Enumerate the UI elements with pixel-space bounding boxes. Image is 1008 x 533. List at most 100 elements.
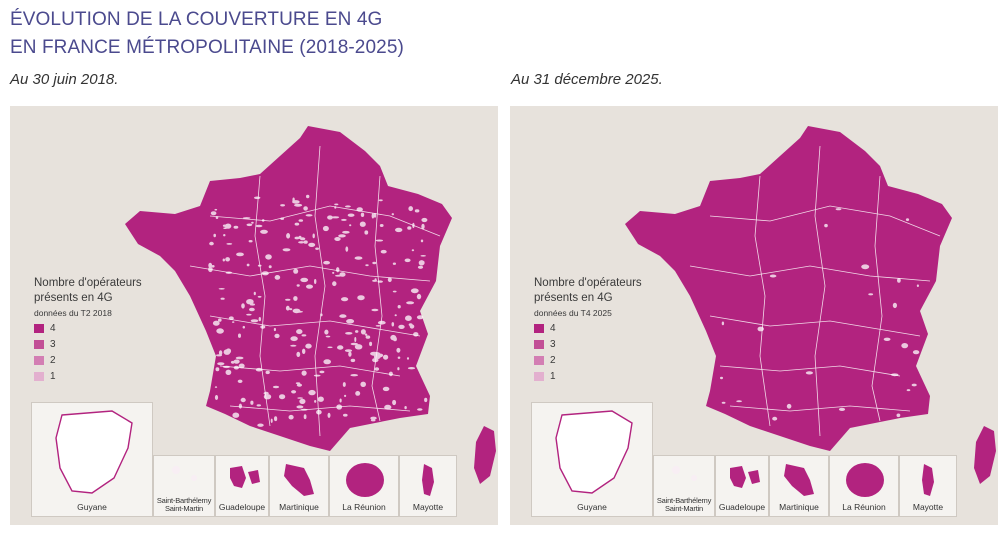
coverage-gap <box>218 288 225 290</box>
coverage-gap <box>296 405 304 409</box>
coverage-gap <box>297 397 303 399</box>
coverage-gap <box>348 351 352 357</box>
coverage-gap <box>404 258 411 263</box>
inset-label-guadeloupe: Guadeloupe <box>718 502 766 512</box>
coverage-gap <box>411 249 415 252</box>
coverage-gap <box>360 381 367 387</box>
coverage-gap <box>296 351 301 357</box>
inset-saint-barthelemy-saint-martin: Saint-Barthélemy Saint-Martin <box>153 455 215 517</box>
coverage-gap <box>417 265 424 269</box>
coverage-gap <box>901 343 909 349</box>
coverage-gap <box>233 225 239 229</box>
france-map-2025 <box>625 126 996 484</box>
coverage-gap <box>254 196 261 200</box>
coverage-gap <box>301 370 307 376</box>
coverage-gap <box>356 207 363 212</box>
coverage-gap <box>241 303 245 309</box>
coverage-gap <box>410 288 419 294</box>
legend-label: 3 <box>550 338 556 350</box>
coverage-gap <box>371 213 375 219</box>
coverage-gap <box>286 233 291 239</box>
coverage-gap <box>232 412 240 418</box>
coverage-gap <box>317 396 324 402</box>
coverage-gap <box>369 341 373 347</box>
coverage-gap <box>372 261 377 265</box>
coverage-gap <box>246 299 254 305</box>
coverage-gap <box>212 320 220 326</box>
coverage-gap <box>861 264 870 270</box>
coverage-gap <box>372 279 378 282</box>
coverage-gap <box>232 321 235 323</box>
island-shape <box>346 463 384 497</box>
coverage-gap <box>339 398 342 403</box>
coverage-gap <box>306 284 313 289</box>
coverage-gap <box>421 223 425 230</box>
corsica-shape <box>974 426 996 484</box>
coverage-gap <box>912 350 920 355</box>
coverage-gap <box>251 221 254 224</box>
coverage-gap <box>404 406 407 410</box>
coverage-gap <box>416 315 424 320</box>
map-subtitle-2018: Au 30 juin 2018. <box>10 71 119 88</box>
coverage-gap <box>896 413 901 418</box>
coverage-gap <box>720 376 723 380</box>
legend-title-line-1: Nombre d'opérateurs <box>34 277 142 289</box>
coverage-gap <box>268 265 272 269</box>
coverage-gap <box>209 241 214 246</box>
coverage-gap <box>395 227 403 233</box>
coverage-gap <box>218 318 222 322</box>
coverage-gap <box>246 263 250 267</box>
coverage-gap <box>336 404 343 410</box>
coverage-gap <box>375 239 384 242</box>
coverage-gap <box>383 354 389 360</box>
coverage-gap <box>246 223 253 227</box>
coverage-gap <box>258 317 261 322</box>
coverage-gap <box>413 332 419 337</box>
coverage-gap <box>355 391 361 396</box>
legend-item-2: 2 <box>34 354 142 366</box>
coverage-gap <box>327 412 331 418</box>
island-shape <box>672 466 697 481</box>
coverage-gap <box>256 404 261 407</box>
coverage-gap <box>342 230 350 234</box>
coverage-gap <box>301 334 307 337</box>
coverage-gap <box>214 386 218 388</box>
france-mainland-shape <box>125 126 452 451</box>
coverage-gap <box>354 344 363 350</box>
coverage-gap <box>344 394 347 397</box>
legend-item-3: 3 <box>34 338 142 350</box>
coverage-gap <box>892 302 897 309</box>
legend-label: 4 <box>550 322 556 334</box>
coverage-gap <box>280 204 285 207</box>
coverage-gap <box>225 271 233 274</box>
coverage-gap <box>298 219 304 222</box>
coverage-gap <box>274 416 278 422</box>
legend-swatch <box>534 323 544 333</box>
inset-la-reunion: La Réunion <box>329 455 399 517</box>
coverage-gap <box>225 348 232 354</box>
legend-title-line-1: Nombre d'opérateurs <box>534 277 642 289</box>
coverage-gap <box>769 274 777 278</box>
coverage-gap <box>312 233 315 239</box>
inset-label-mayotte: Mayotte <box>912 502 944 512</box>
coverage-gap <box>736 400 742 403</box>
coverage-gap <box>396 347 401 353</box>
coverage-gap <box>398 324 405 329</box>
coverage-gap <box>397 305 401 309</box>
coverage-gap <box>391 322 395 327</box>
coverage-gap <box>300 277 309 283</box>
coverage-gap <box>296 329 303 335</box>
inset-label-saint-barthelemy: Saint-Barthélemy Saint-Martin <box>154 497 214 513</box>
inset-martinique: Martinique <box>769 455 829 517</box>
coverage-gap <box>341 218 347 221</box>
coverage-gap <box>280 217 285 220</box>
coverage-gap <box>228 316 234 320</box>
coverage-gap <box>364 230 369 235</box>
coverage-gap <box>240 397 246 403</box>
coverage-gap <box>420 255 426 257</box>
legend-label: 3 <box>50 338 56 350</box>
island-shape <box>230 466 260 488</box>
coverage-gap <box>291 390 297 394</box>
legend-note: données du T4 2025 <box>534 308 612 318</box>
coverage-gap <box>334 237 341 241</box>
